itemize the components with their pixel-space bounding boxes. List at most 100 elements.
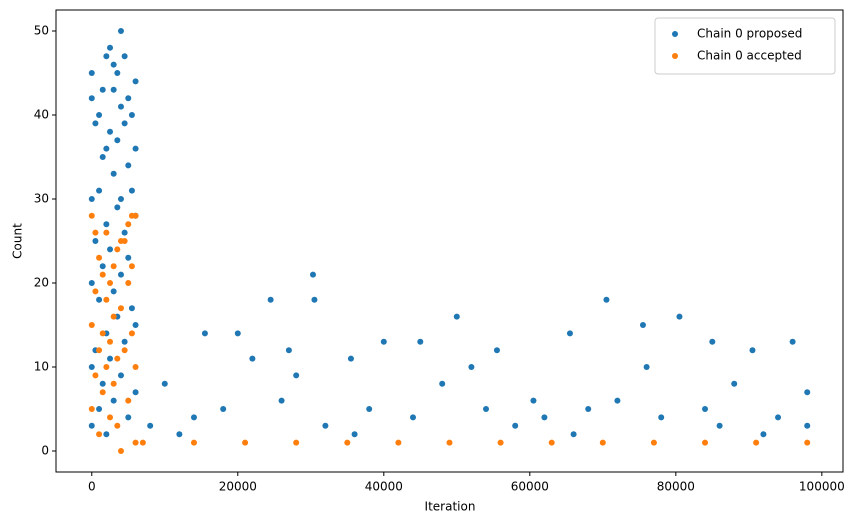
point [117, 305, 124, 312]
point [128, 263, 135, 270]
point [117, 28, 124, 34]
point [483, 406, 490, 412]
point [92, 372, 99, 379]
point [107, 280, 114, 286]
point [88, 406, 95, 412]
point [114, 355, 121, 362]
point [121, 347, 128, 354]
plot-frame [55, 9, 844, 473]
point [639, 322, 646, 328]
point [548, 439, 555, 446]
point [114, 246, 121, 253]
point [293, 439, 300, 446]
point [347, 355, 354, 362]
point [132, 322, 139, 328]
point [395, 439, 402, 446]
point [804, 439, 811, 446]
point [512, 422, 519, 429]
point [128, 330, 135, 337]
point [351, 431, 358, 438]
point [117, 372, 124, 379]
point [804, 422, 811, 429]
point [749, 347, 756, 354]
point [92, 229, 99, 236]
point [658, 414, 665, 421]
point [380, 338, 387, 345]
point [366, 406, 373, 412]
point [121, 53, 128, 60]
point [278, 397, 285, 404]
point [709, 338, 716, 345]
y-tick-label: 0 [41, 444, 49, 458]
point [267, 296, 274, 303]
point [117, 103, 124, 110]
point [103, 229, 110, 236]
legend-marker [672, 31, 678, 37]
point [132, 78, 139, 85]
point [497, 439, 504, 446]
point [132, 389, 139, 396]
point [309, 271, 316, 278]
point [566, 330, 573, 337]
y-axis-label: Count [11, 223, 25, 259]
x-tick-label: 60000 [511, 480, 549, 494]
point [99, 330, 106, 337]
point [139, 439, 146, 446]
point [446, 439, 453, 446]
point [760, 431, 767, 438]
point [110, 313, 117, 320]
legend-marker [672, 53, 678, 59]
point [107, 246, 114, 253]
point [88, 70, 95, 76]
point [92, 120, 99, 127]
point [114, 70, 121, 76]
point [114, 204, 121, 211]
point [468, 364, 475, 370]
point [731, 380, 738, 387]
point [117, 448, 124, 454]
point [88, 196, 95, 202]
point [110, 397, 117, 404]
point [603, 296, 610, 303]
point [234, 330, 241, 337]
point [132, 364, 139, 370]
point [132, 439, 139, 446]
legend-label: Chain 0 accepted [697, 49, 802, 63]
point [96, 112, 103, 118]
legend-box [654, 17, 836, 75]
point [114, 422, 121, 429]
point [541, 414, 548, 421]
point [293, 372, 300, 379]
point [121, 238, 128, 244]
point [99, 380, 106, 387]
point [92, 238, 99, 244]
point [125, 280, 132, 286]
point [103, 53, 110, 60]
x-tick-label: 40000 [365, 480, 403, 494]
point [753, 439, 760, 446]
point [110, 61, 117, 68]
point [125, 397, 132, 404]
point [99, 86, 106, 93]
point [201, 330, 208, 337]
point [453, 313, 460, 320]
y-tick-label: 20 [34, 276, 49, 290]
point [599, 439, 606, 446]
point [439, 380, 446, 387]
point [88, 95, 95, 102]
point [103, 431, 110, 438]
point [676, 313, 683, 320]
point [103, 221, 110, 228]
point [190, 414, 197, 421]
point [125, 254, 132, 261]
point [775, 414, 782, 421]
point [190, 439, 197, 446]
point [103, 296, 110, 303]
point [128, 305, 135, 312]
point [96, 347, 103, 354]
point [99, 271, 106, 278]
point [128, 187, 135, 194]
point [96, 296, 103, 303]
point [121, 229, 128, 236]
